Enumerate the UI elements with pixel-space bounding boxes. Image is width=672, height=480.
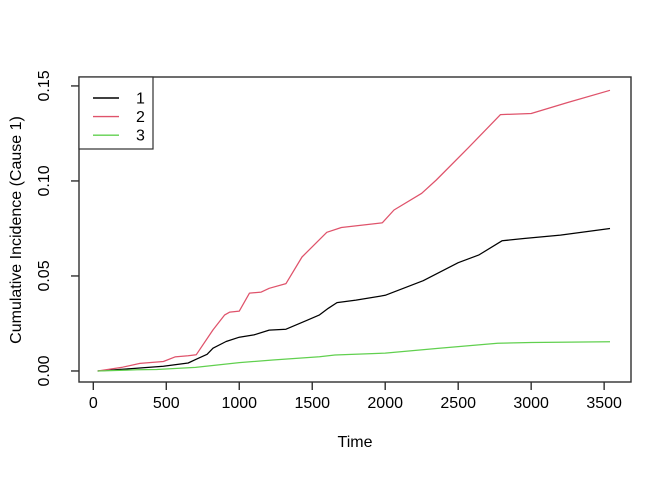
legend-label: 2 [136, 109, 145, 126]
y-tick-label: 0.15 [36, 70, 53, 101]
y-axis: 0.00 0.05 0.10 0.15 [36, 70, 79, 387]
legend-label: 3 [136, 128, 145, 145]
legend-label: 1 [136, 91, 145, 108]
legend: 12 3 [78, 76, 154, 150]
x-tick-label: 2000 [367, 395, 403, 412]
y-tick-label: 0.00 [36, 355, 53, 386]
x-tick-label: 0 [89, 395, 98, 412]
y-tick-label: 0.10 [36, 165, 53, 196]
y-axis-title: Cumulative Incidence (Cause 1) [8, 116, 25, 344]
series-line-3 [97, 341, 611, 372]
series-lines [97, 89, 611, 372]
x-axis: 0 500 1000 1500 2000 2500 3000 3500 [89, 382, 622, 412]
x-tick-label: 3000 [513, 395, 549, 412]
x-tick-label: 500 [153, 395, 180, 412]
x-tick-label: 1000 [221, 395, 257, 412]
x-tick-label: 2500 [440, 395, 476, 412]
series-line-1 [97, 227, 611, 372]
x-tick-label: 3500 [586, 395, 622, 412]
legend-box [78, 76, 154, 150]
x-tick-label: 1500 [294, 395, 330, 412]
series-line-2 [97, 89, 611, 372]
y-tick-label: 0.05 [36, 260, 53, 291]
x-axis-title: Time [338, 434, 373, 451]
plot-area-border [78, 76, 632, 383]
